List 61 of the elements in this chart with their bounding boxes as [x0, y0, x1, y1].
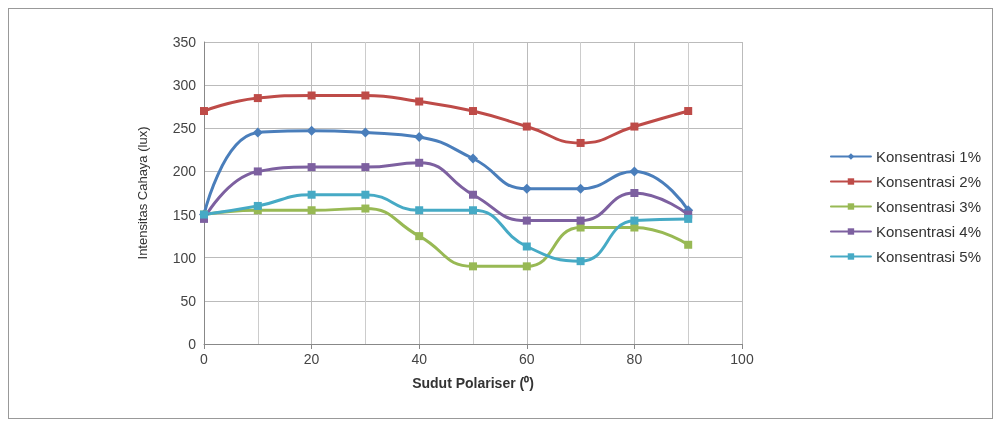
- point: [361, 91, 370, 100]
- y-tick-label: 150: [172, 206, 197, 223]
- point: [200, 107, 208, 116]
- x-tick-label: 40: [411, 351, 428, 367]
- x-tick-label: 60: [519, 351, 535, 367]
- x-tick-label: 100: [730, 351, 754, 367]
- point: [415, 232, 424, 241]
- point: [469, 107, 477, 116]
- point: [252, 127, 263, 138]
- point: [629, 166, 640, 177]
- point: [253, 201, 262, 210]
- point: [630, 189, 639, 197]
- y-tick-label: 300: [172, 77, 197, 94]
- x-tick-label: 20: [303, 351, 320, 367]
- point: [630, 216, 639, 225]
- y-tick-label: 50: [180, 292, 197, 309]
- x-tick-label: 0: [200, 351, 209, 367]
- point: [684, 107, 693, 116]
- point: [307, 206, 316, 215]
- point: [630, 122, 639, 131]
- legend-label: Konsentrasi 1%: [875, 148, 981, 165]
- point: [522, 122, 531, 131]
- legend-label: Konsentrasi 2%: [875, 173, 981, 190]
- point: [415, 158, 424, 167]
- point: [361, 163, 370, 172]
- point: [469, 206, 477, 215]
- y-axis-title: Intensitas Cahaya (lux): [135, 126, 150, 260]
- y-tick-label: 100: [172, 249, 197, 266]
- point: [469, 262, 477, 271]
- point: [576, 138, 585, 147]
- point: [361, 190, 370, 199]
- legend-label: Konsentrasi 4%: [875, 223, 981, 240]
- y-tick-label: 0: [188, 336, 197, 352]
- point: [415, 97, 424, 106]
- x-tick-label: 80: [626, 351, 643, 367]
- legend-label: Konsentrasi 3%: [875, 198, 981, 215]
- point: [576, 216, 585, 225]
- point: [307, 190, 316, 199]
- point: [522, 242, 531, 251]
- point: [415, 206, 424, 215]
- point: [360, 127, 371, 138]
- point: [253, 167, 262, 176]
- point: [522, 262, 531, 271]
- point: [684, 240, 693, 249]
- point: [576, 257, 585, 266]
- point: [307, 163, 316, 172]
- x-axis-title: Sudut Polariser (⁰): [412, 375, 534, 391]
- point: [361, 204, 370, 213]
- point: [306, 125, 317, 136]
- point: [575, 183, 586, 194]
- point: [469, 190, 477, 199]
- y-tick-label: 350: [172, 34, 197, 50]
- point: [253, 94, 262, 103]
- point: [522, 216, 531, 225]
- point: [414, 131, 425, 142]
- point: [468, 153, 478, 164]
- point: [307, 91, 316, 100]
- y-tick-label: 250: [172, 120, 197, 137]
- point: [684, 214, 693, 223]
- y-tick-label: 200: [172, 163, 197, 180]
- legend-label: Konsentrasi 5%: [875, 248, 981, 265]
